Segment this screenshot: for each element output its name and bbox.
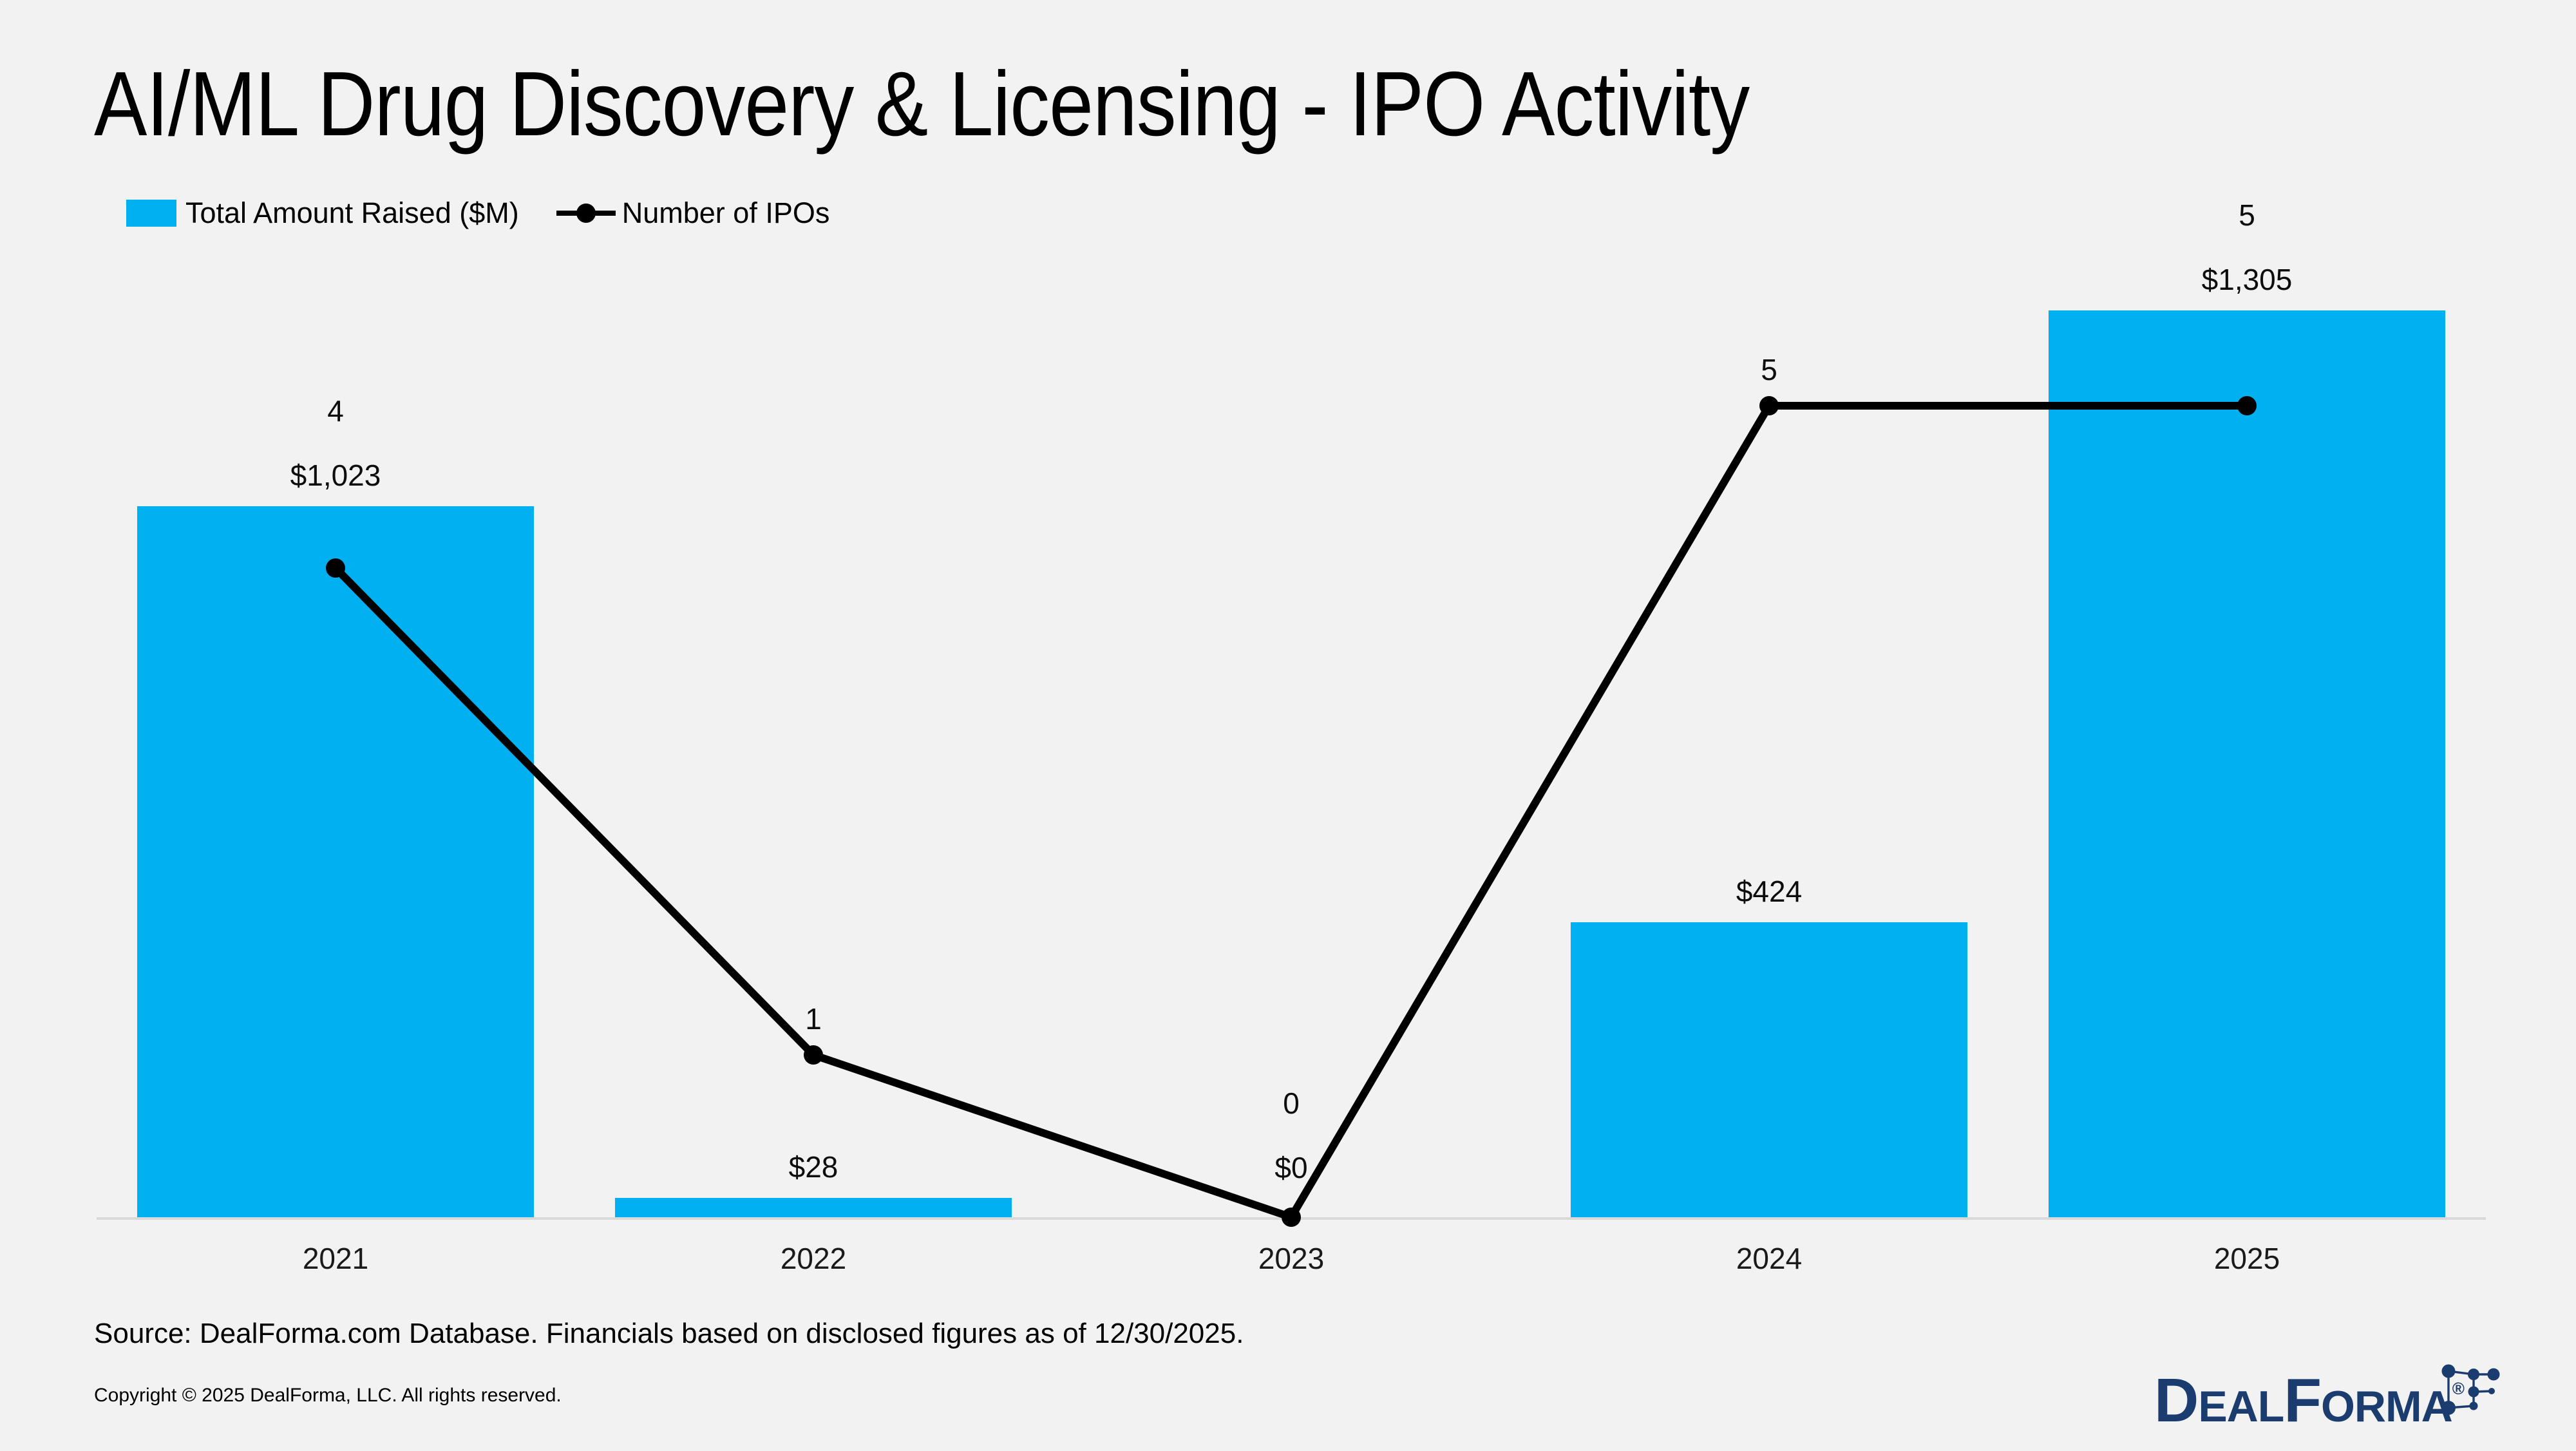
amount-label-2024: $424 xyxy=(1736,875,1803,908)
x-tick-2022: 2022 xyxy=(780,1242,847,1275)
line-series-marker-icon xyxy=(556,200,616,227)
bar-series-swatch xyxy=(126,200,176,227)
logo-letters-eal: EAL xyxy=(2198,1382,2284,1431)
amount-label-2021: $1,023 xyxy=(290,459,381,492)
ipo-count-label-2025: 5 xyxy=(2239,198,2255,232)
registered-trademark-symbol: ® xyxy=(2452,1379,2465,1398)
source-note: Source: DealForma.com Database. Financia… xyxy=(94,1318,1244,1349)
logo-letter-d: D xyxy=(2154,1366,2199,1435)
bar-2022 xyxy=(615,1198,1012,1217)
dealforma-logo-wordmark: DEALFORMA® xyxy=(2154,1356,2465,1451)
amount-label-2023: $0 xyxy=(1274,1151,1308,1184)
ipo-count-label-2023: 0 xyxy=(1283,1086,1300,1120)
x-tick-2023: 2023 xyxy=(1258,1242,1325,1275)
legend-item-number-of-ipos: Number of IPOs xyxy=(556,196,830,230)
x-axis-line xyxy=(97,1217,2486,1220)
x-tick-2024: 2024 xyxy=(1736,1242,1803,1275)
dealforma-network-icon xyxy=(2441,1364,2500,1415)
ipo-count-label-2022: 1 xyxy=(805,1002,822,1036)
legend-label-amount-raised: Total Amount Raised ($M) xyxy=(185,196,519,229)
amount-label-2022: $28 xyxy=(788,1150,838,1184)
logo-letters-orma: ORMA xyxy=(2320,1382,2453,1431)
ipo-count-label-2024: 5 xyxy=(1761,353,1777,386)
ipo-point-2024 xyxy=(1759,396,1779,415)
bar-2025 xyxy=(2049,310,2445,1217)
bar-2024 xyxy=(1571,922,1967,1217)
copyright-note: Copyright © 2025 DealForma, LLC. All rig… xyxy=(94,1385,562,1406)
ipo-count-label-2021: 4 xyxy=(327,394,344,428)
x-tick-2025: 2025 xyxy=(2213,1242,2280,1275)
logo-letter-f: F xyxy=(2284,1366,2322,1435)
ipo-point-2022 xyxy=(804,1045,823,1065)
chart-title: AI/ML Drug Discovery & Licensing - IPO A… xyxy=(94,53,1750,155)
line-marker-dot xyxy=(576,204,596,223)
legend-item-amount-raised: Total Amount Raised ($M) xyxy=(126,196,519,230)
bar-2021 xyxy=(137,506,534,1217)
amount-label-2025: $1,305 xyxy=(2201,263,2293,296)
legend: Total Amount Raised ($M) Number of IPOs xyxy=(126,194,829,232)
legend-label-number-of-ipos: Number of IPOs xyxy=(621,196,830,229)
x-tick-2021: 2021 xyxy=(302,1242,369,1275)
